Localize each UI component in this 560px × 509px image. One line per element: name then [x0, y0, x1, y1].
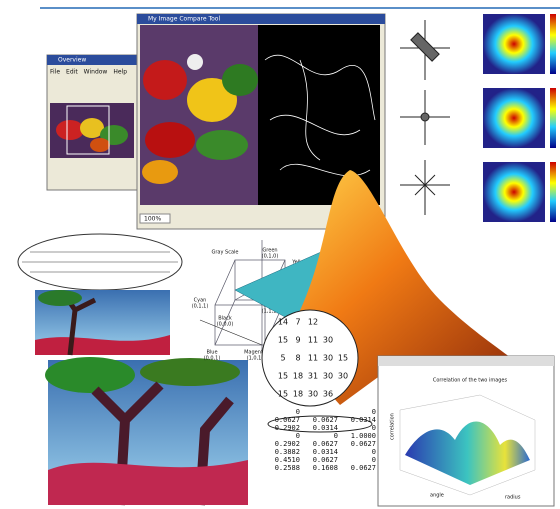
cube-label: Cyan: [194, 298, 207, 304]
heatmaps: [483, 14, 556, 222]
cube-coords: (1,1,1): [262, 309, 279, 315]
cube-label: Gray Scale: [212, 250, 239, 256]
plot-window: Correlation of the two images angle radi…: [377, 355, 555, 507]
cube-coords: (0,0,1): [204, 356, 221, 362]
y-label: radius: [505, 495, 521, 501]
x-label: angle: [430, 493, 444, 499]
pixel-value: 18: [293, 390, 303, 399]
pixel-value: 11: [308, 354, 318, 363]
matrix-value: 0.0627: [275, 416, 300, 424]
pixel-value: 30: [323, 372, 333, 381]
pixel-value: 15: [338, 354, 348, 363]
matrix-value: 0: [372, 424, 376, 432]
matrix-value: 0.3882: [275, 448, 300, 456]
pixel-value: 36: [323, 390, 333, 399]
pixel-value: 15: [278, 390, 288, 399]
matrix-value: 0: [296, 408, 300, 416]
pixel-value: 5: [280, 354, 285, 363]
window-title: Overview: [58, 57, 86, 64]
matrix-value: 1.0000: [351, 432, 376, 440]
pixel-value: 15: [278, 372, 288, 381]
transform-diagrams: [400, 20, 450, 215]
pixel-value: 30: [323, 354, 333, 363]
zoom-level: 100%: [144, 216, 161, 223]
pixel-value: 9: [295, 336, 300, 345]
matrix-value: 0.0314: [351, 416, 376, 424]
menu-item: File: [50, 69, 60, 76]
cube-coords: (0,1,1): [192, 304, 209, 310]
cube-label: Blue: [206, 350, 217, 356]
matrix-value: 0: [372, 408, 376, 416]
matrix-value: 0.4510: [275, 456, 300, 464]
cube-label: Magenta: [244, 350, 266, 356]
pixel-value: 31: [308, 372, 318, 381]
matrix-value: 0: [372, 448, 376, 456]
pixel-value: 12: [308, 318, 318, 327]
pixel-value: 15: [278, 336, 288, 345]
pixel-value: 11: [308, 336, 318, 345]
matrix-value: 0.2902: [275, 424, 300, 432]
window-title: My Image Compare Tool: [148, 16, 220, 23]
matrix-value: 0.0627: [313, 440, 338, 448]
matrix-lines: [22, 251, 178, 273]
pixel-value: 30: [323, 336, 333, 345]
magnifier: [261, 309, 359, 407]
matrix-value: 0: [296, 432, 300, 440]
matrix-value: 0: [334, 432, 338, 440]
pixel-value: 30: [338, 372, 348, 381]
cube-coords: (0,0,0): [217, 322, 234, 328]
matrix-value: 0.0627: [313, 416, 338, 424]
matrix-value: 0: [372, 456, 376, 464]
painting-large: [45, 357, 248, 506]
matrix-value: 0.0627: [313, 456, 338, 464]
pixel-value: 18: [293, 372, 303, 381]
menu-item: Help: [113, 69, 127, 76]
pixel-value: 8: [295, 354, 300, 363]
menu-item: Window: [84, 69, 108, 76]
matrix-value: 0.0627: [351, 464, 376, 472]
matrix-value: 0.2588: [275, 464, 300, 472]
pixel-value: 14: [278, 318, 288, 327]
magnifier-pointer: [199, 319, 263, 346]
matrix-highlight: [267, 415, 373, 433]
plot-title: Correlation of the two images: [433, 378, 508, 384]
painting-small: [35, 290, 170, 356]
cube-label: Green: [262, 248, 277, 254]
cube-coords: (1,0,1): [247, 356, 264, 362]
z-label: correlation: [390, 413, 396, 440]
pixel-value: 7: [295, 318, 300, 327]
pixel-value: 30: [308, 390, 318, 399]
matrix-value: 0.0627: [351, 440, 376, 448]
overview-window: Overview File Edit Window Help: [46, 54, 138, 191]
menu-item: Edit: [66, 69, 78, 76]
matrix-value: 0.0314: [313, 424, 338, 432]
matrix-value: 0.2902: [275, 440, 300, 448]
matrix-value: 0.1608: [313, 464, 338, 472]
cube-label: Black: [218, 316, 232, 322]
matrix-value: 0.0314: [313, 448, 338, 456]
cube-coords: (0,1,0): [262, 254, 279, 260]
